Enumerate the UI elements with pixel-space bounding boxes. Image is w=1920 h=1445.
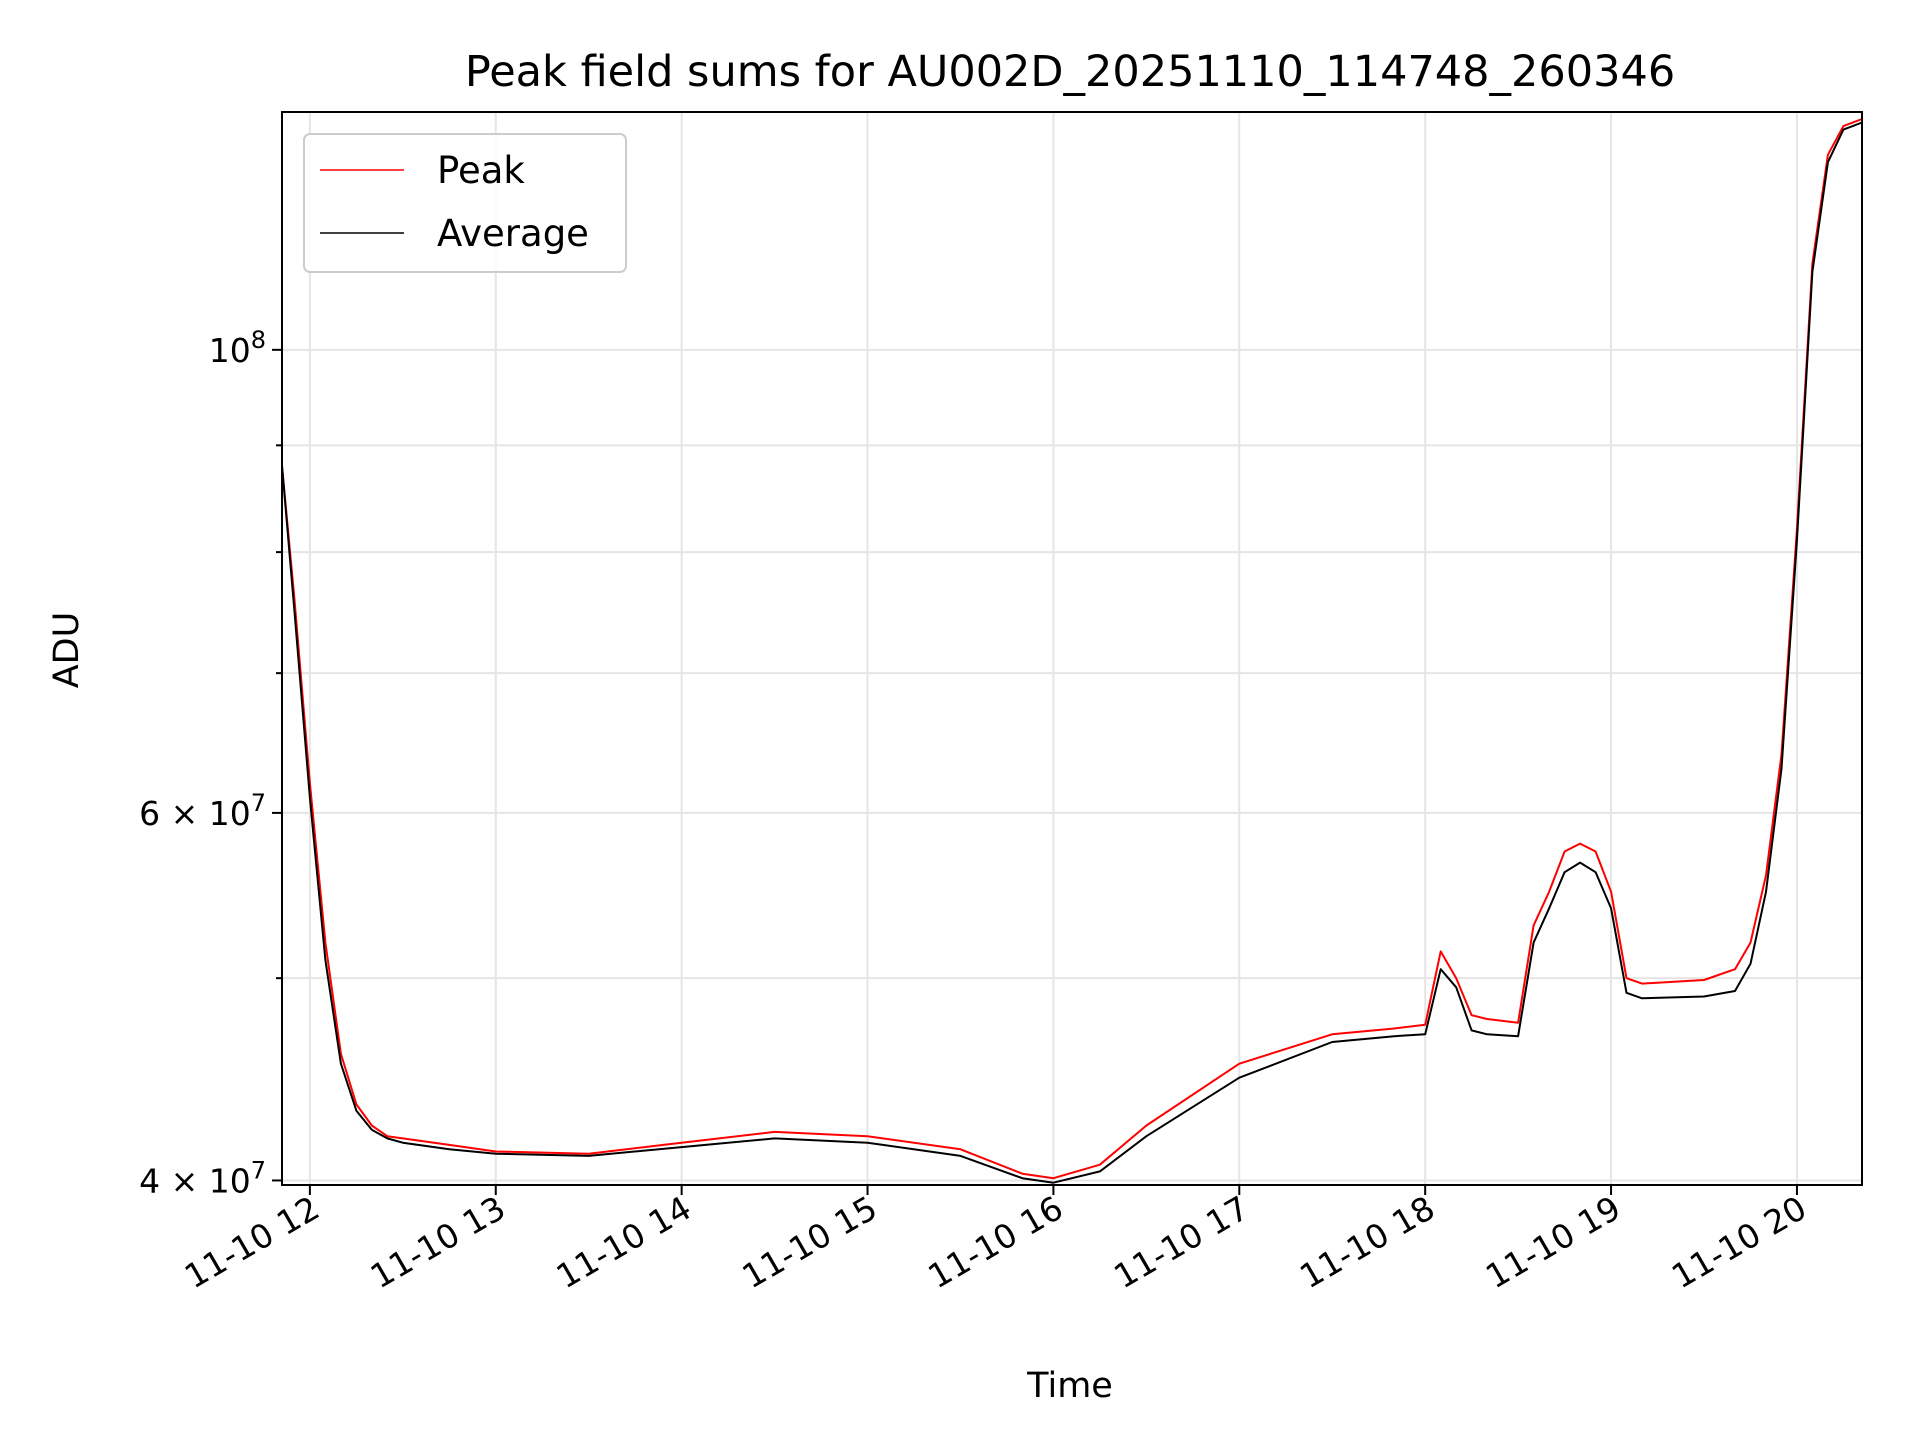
x-tick-label: 11-10 14: [550, 1188, 698, 1296]
y-tick-label: 4 × 107: [139, 1156, 266, 1200]
tick-layer: 11-10 12 11-10 13 11-10 14 11-10 15 11-10 16…: [139, 326, 1813, 1296]
legend-box: [303, 133, 627, 273]
x-tick-label: 11-10 18: [1293, 1188, 1441, 1296]
chart-title: Peak field sums for AU002D_20251110_1147…: [465, 47, 1675, 97]
x-tick-label: 11-10 12: [178, 1188, 326, 1296]
x-tick-label: 11-10 19: [1479, 1188, 1627, 1296]
x-tick-label: 11-10 13: [364, 1188, 512, 1296]
grid-layer: [282, 112, 1862, 1185]
x-tick-label: 11-10 16: [921, 1188, 1069, 1296]
x-tick-label: 11-10 17: [1107, 1188, 1255, 1296]
series-layer: [281, 118, 1863, 1184]
y-axis-title: ADU: [47, 612, 87, 689]
legend-label-average: Average: [437, 212, 589, 255]
x-tick-label: 11-10 15: [736, 1188, 884, 1296]
legend: Peak Average: [303, 133, 627, 273]
series-line-average: [281, 121, 1863, 1184]
plot-area-frame: [281, 111, 1863, 1186]
x-axis-title: Time: [1026, 1366, 1113, 1406]
y-tick-label: 6 × 107: [139, 789, 266, 833]
legend-label-peak: Peak: [437, 149, 525, 192]
x-tick-label: 11-10 20: [1665, 1188, 1813, 1296]
y-tick-label: 108: [209, 326, 266, 370]
series-line-peak: [281, 118, 1863, 1180]
